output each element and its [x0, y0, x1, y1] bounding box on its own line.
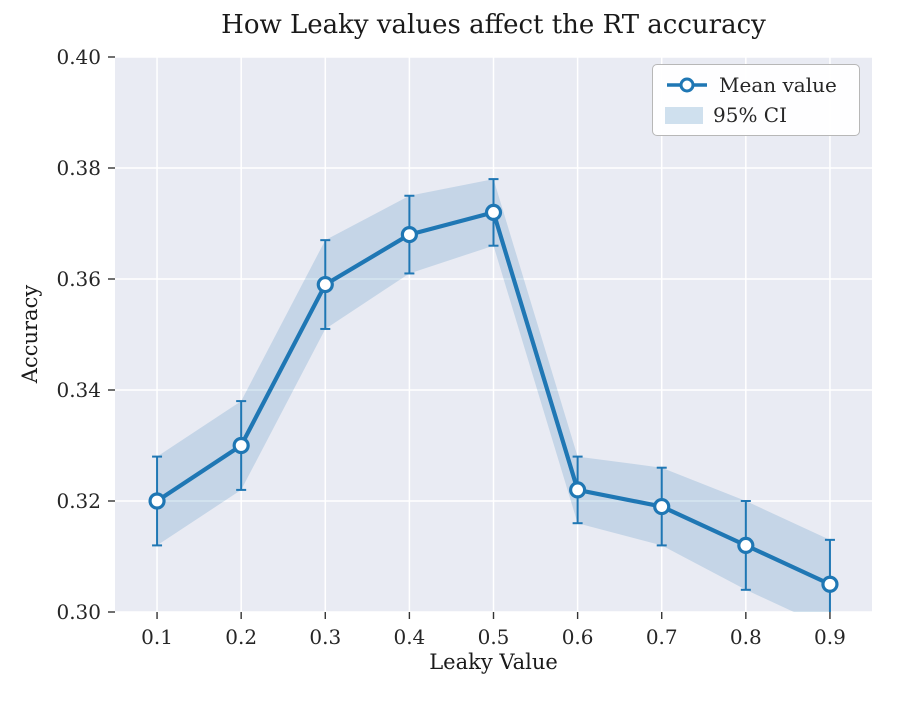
legend-label-ci: 95% CI [713, 103, 788, 127]
svg-text:0.9: 0.9 [814, 625, 846, 649]
legend-item-mean-value: Mean value [665, 73, 847, 97]
svg-text:0.8: 0.8 [730, 625, 762, 649]
svg-text:0.2: 0.2 [225, 625, 257, 649]
svg-text:0.36: 0.36 [56, 267, 101, 291]
svg-text:0.4: 0.4 [393, 625, 425, 649]
x-axis-label: Leaky Value [429, 650, 558, 674]
svg-text:0.32: 0.32 [56, 489, 101, 513]
svg-text:0.6: 0.6 [562, 625, 594, 649]
chart-title: How Leaky values affect the RT accuracy [221, 10, 766, 40]
svg-text:0.1: 0.1 [141, 625, 173, 649]
line-marker-icon [667, 77, 707, 93]
svg-text:0.5: 0.5 [478, 625, 510, 649]
legend-label-mean-value: Mean value [719, 73, 837, 97]
svg-text:0.38: 0.38 [56, 156, 101, 180]
svg-text:0.40: 0.40 [56, 45, 101, 69]
legend: Mean value 95% CI [652, 64, 860, 136]
svg-text:0.30: 0.30 [56, 600, 101, 624]
svg-text:0.34: 0.34 [56, 378, 101, 402]
y-axis-label: Accuracy [18, 284, 42, 384]
svg-text:0.3: 0.3 [309, 625, 341, 649]
legend-item-ci: 95% CI [665, 103, 847, 127]
svg-text:0.7: 0.7 [646, 625, 678, 649]
ci-band-swatch-icon [665, 106, 703, 124]
